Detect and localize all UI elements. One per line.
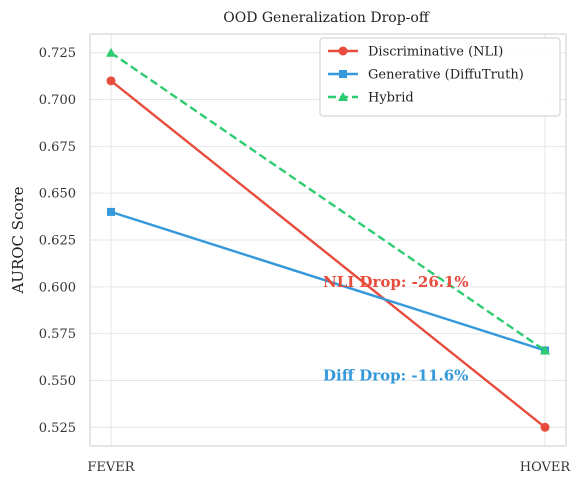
y-axis: 0.525 0.550 0.575 0.600 0.625 0.650 0.675 0.700… — [39, 46, 76, 436]
legend-label: Hybrid — [368, 91, 414, 106]
series-hybrid — [106, 47, 550, 355]
legend-label: Generative (DiffuTruth) — [368, 68, 524, 83]
data-point — [107, 207, 115, 216]
plot-area — [106, 47, 550, 432]
y-tick-label: 0.525 — [39, 421, 76, 436]
data-point — [106, 76, 116, 86]
annotations: NLI Drop: -26.1% Diff Drop: -11.6% — [323, 273, 469, 385]
x-axis: FEVER HOVER — [87, 460, 571, 475]
y-axis-label: AUROC Score — [9, 186, 27, 294]
legend-marker — [339, 70, 347, 78]
data-point — [540, 422, 550, 432]
y-tick-label: 0.700 — [39, 93, 76, 108]
legend-box — [319, 37, 561, 117]
legend-marker — [338, 92, 348, 101]
y-tick-label: 0.575 — [39, 327, 76, 342]
series-line — [110, 210, 546, 352]
x-tick-label: FEVER — [87, 460, 135, 475]
y-tick-label: 0.625 — [39, 234, 76, 249]
y-tick-label: 0.675 — [39, 140, 76, 155]
y-tick-label: 0.550 — [39, 374, 76, 389]
chart-title: OOD Generalization Drop-off — [223, 10, 430, 26]
series-line — [110, 79, 546, 429]
annotation: Diff Drop: -11.6% — [323, 366, 468, 384]
series-discriminative-nli — [106, 76, 550, 432]
data-point — [106, 47, 116, 57]
series-line — [110, 51, 546, 352]
y-tick-label: 0.650 — [39, 187, 76, 202]
annotation: NLI Drop: -26.1% — [323, 273, 469, 291]
legend: Discriminative (NLI) Generative (DiffuTru… — [319, 37, 561, 117]
legend-label: Discriminative (NLI) — [368, 45, 503, 60]
y-tick-label: 0.725 — [39, 46, 76, 61]
data-point — [540, 345, 550, 355]
x-tick-label: HOVER — [520, 460, 572, 475]
plot-frame — [89, 33, 567, 447]
y-tick-label: 0.600 — [39, 280, 76, 295]
legend-marker — [338, 46, 348, 56]
